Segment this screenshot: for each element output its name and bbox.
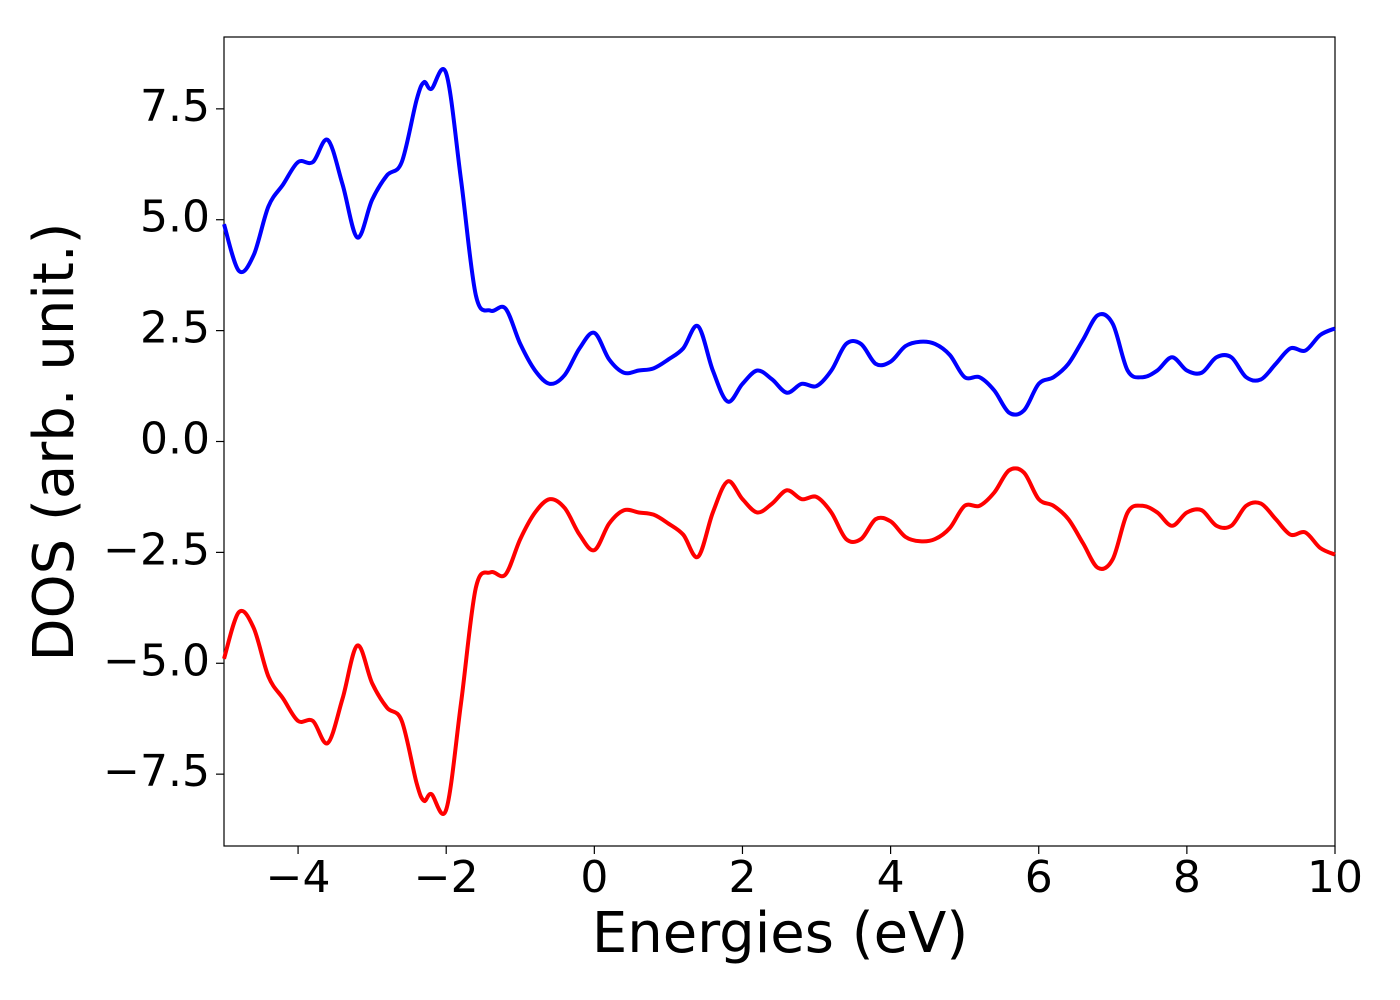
- x-tick-label: 8: [1173, 852, 1201, 903]
- y-tick-label: 2.5: [140, 303, 210, 354]
- x-tick-label: −4: [266, 852, 331, 903]
- x-tick-label: 2: [728, 852, 756, 903]
- y-tick-label: 5.0: [140, 192, 210, 243]
- x-tick-label: 4: [877, 852, 905, 903]
- y-tick-label: 0.0: [140, 414, 210, 465]
- x-tick-label: −2: [414, 852, 479, 903]
- x-tick-label: 0: [580, 852, 608, 903]
- x-tick-label: 6: [1025, 852, 1053, 903]
- x-axis-label: Energies (eV): [592, 901, 968, 966]
- y-tick-label: −5.0: [103, 635, 210, 686]
- line-series: [224, 69, 1335, 415]
- line-series: [224, 468, 1335, 814]
- x-tick-label: 10: [1307, 852, 1363, 903]
- y-axis-label: DOS (arb. unit.): [22, 222, 87, 661]
- y-tick-label: 7.5: [140, 81, 210, 132]
- y-tick-label: −7.5: [103, 746, 210, 797]
- y-tick-label: −2.5: [103, 524, 210, 575]
- plot-frame: [223, 36, 1336, 847]
